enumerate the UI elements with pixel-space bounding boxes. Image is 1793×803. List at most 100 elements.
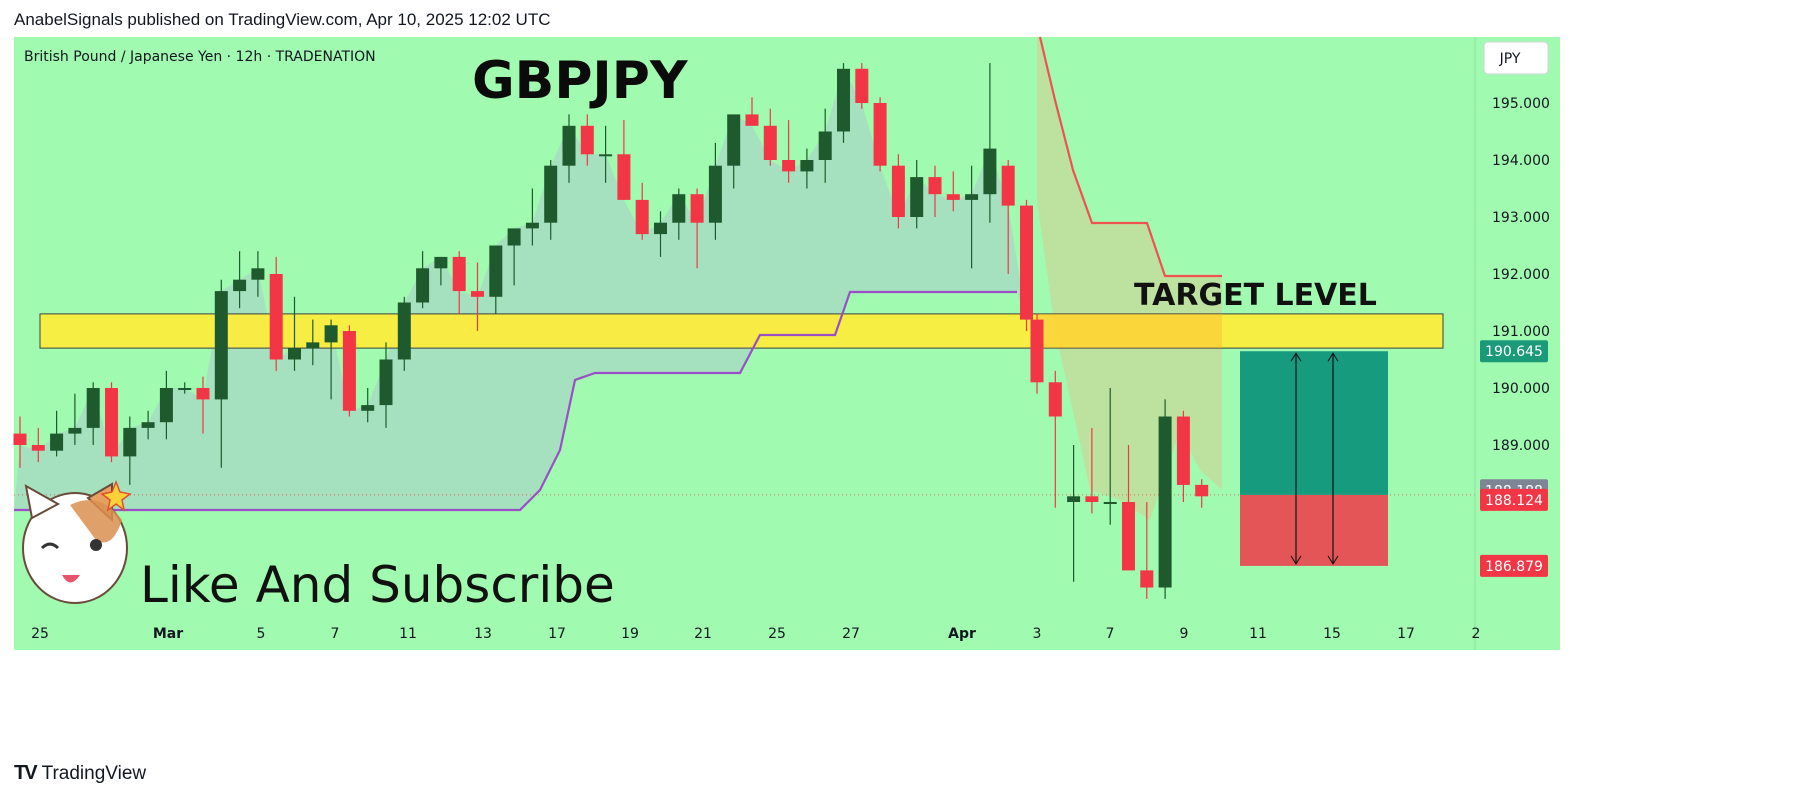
candle-body[interactable] — [105, 388, 118, 457]
candle[interactable] — [306, 319, 320, 366]
candle[interactable] — [196, 376, 210, 434]
candle-body[interactable] — [727, 114, 741, 166]
candle[interactable] — [1067, 445, 1081, 582]
candle-body[interactable] — [873, 103, 887, 166]
candle[interactable] — [68, 393, 82, 445]
candle-body[interactable] — [1020, 205, 1033, 320]
candle[interactable] — [617, 120, 631, 200]
candle-body[interactable] — [416, 268, 430, 303]
candle[interactable] — [1020, 199, 1033, 331]
candle-body[interactable] — [251, 268, 265, 280]
candle[interactable] — [1103, 388, 1117, 525]
candle-body[interactable] — [452, 256, 466, 292]
candle[interactable] — [635, 182, 649, 240]
currency-button-bg[interactable] — [1483, 41, 1549, 75]
candle[interactable] — [818, 108, 832, 183]
candle-body[interactable] — [379, 359, 393, 406]
candle[interactable] — [13, 416, 27, 468]
candle-body[interactable] — [654, 222, 667, 235]
candle-body[interactable] — [31, 445, 45, 451]
candle[interactable] — [745, 97, 759, 126]
candle-body[interactable] — [599, 154, 613, 157]
candle[interactable] — [983, 63, 997, 223]
candle-body[interactable] — [946, 194, 960, 200]
candle[interactable] — [452, 251, 466, 314]
candle[interactable] — [837, 63, 850, 143]
candle[interactable] — [123, 416, 137, 485]
currency-button[interactable]: JPY — [1483, 41, 1549, 75]
candle-body[interactable] — [855, 68, 869, 103]
candle-body[interactable] — [68, 427, 82, 434]
candle-body[interactable] — [397, 302, 411, 360]
candles-layer[interactable] — [13, 63, 1209, 599]
candle[interactable] — [233, 251, 247, 309]
candle-body[interactable] — [306, 342, 320, 349]
candle[interactable] — [1001, 160, 1015, 274]
candle[interactable] — [105, 382, 118, 463]
candle[interactable] — [946, 171, 960, 212]
candle-body[interactable] — [1122, 502, 1135, 571]
candle[interactable] — [1122, 445, 1135, 571]
candle-body[interactable] — [141, 422, 155, 428]
candle-body[interactable] — [123, 427, 137, 457]
candle-body[interactable] — [159, 388, 173, 423]
candle[interactable] — [800, 148, 814, 189]
candle[interactable] — [159, 370, 173, 440]
candle-body[interactable] — [837, 68, 850, 132]
candle[interactable] — [324, 319, 338, 400]
candle[interactable] — [361, 388, 375, 423]
candle-body[interactable] — [1085, 496, 1099, 502]
candle-body[interactable] — [965, 194, 979, 200]
candle[interactable] — [1030, 313, 1044, 394]
candle[interactable] — [654, 211, 667, 257]
candle[interactable] — [1195, 479, 1209, 508]
candle-body[interactable] — [1140, 570, 1154, 588]
candle-body[interactable] — [562, 125, 576, 166]
candle-body[interactable] — [1195, 484, 1209, 497]
candle-body[interactable] — [1001, 165, 1015, 206]
candle[interactable] — [1048, 370, 1062, 508]
candle[interactable] — [855, 63, 869, 109]
candle-body[interactable] — [434, 256, 448, 269]
candle[interactable] — [544, 160, 558, 240]
candle[interactable] — [1176, 410, 1190, 502]
candle-body[interactable] — [1030, 319, 1044, 383]
candle[interactable] — [873, 97, 887, 172]
candle-body[interactable] — [672, 194, 686, 223]
candle[interactable] — [965, 165, 979, 269]
candle[interactable] — [1085, 427, 1099, 514]
candle-body[interactable] — [13, 433, 27, 445]
candle-body[interactable] — [983, 148, 997, 195]
candle-body[interactable] — [690, 194, 704, 223]
candle-body[interactable] — [1158, 416, 1172, 588]
candle-body[interactable] — [818, 131, 832, 161]
candle-body[interactable] — [800, 160, 814, 172]
candle-body[interactable] — [1048, 382, 1062, 417]
candle[interactable] — [251, 251, 265, 297]
position-tool[interactable] — [1240, 351, 1388, 566]
candle-body[interactable] — [617, 154, 631, 200]
candle-body[interactable] — [910, 177, 924, 217]
candle-body[interactable] — [324, 325, 338, 343]
profit-zone[interactable] — [1240, 351, 1388, 495]
candle-body[interactable] — [269, 274, 283, 360]
candle[interactable] — [727, 114, 741, 189]
candle[interactable] — [910, 160, 924, 229]
loss-zone[interactable] — [1240, 494, 1388, 566]
candle-body[interactable] — [635, 199, 649, 235]
candle[interactable] — [489, 245, 503, 314]
candle-body[interactable] — [745, 114, 759, 126]
candle-body[interactable] — [342, 331, 356, 411]
candle-body[interactable] — [471, 291, 484, 297]
candle[interactable] — [141, 410, 155, 440]
candle[interactable] — [397, 296, 411, 371]
candle[interactable] — [379, 342, 393, 428]
candle-body[interactable] — [525, 222, 539, 229]
candle-body[interactable] — [580, 125, 594, 155]
candle[interactable] — [507, 228, 521, 286]
candle-body[interactable] — [196, 388, 210, 400]
candle[interactable] — [1140, 502, 1154, 599]
candle-body[interactable] — [361, 405, 375, 411]
